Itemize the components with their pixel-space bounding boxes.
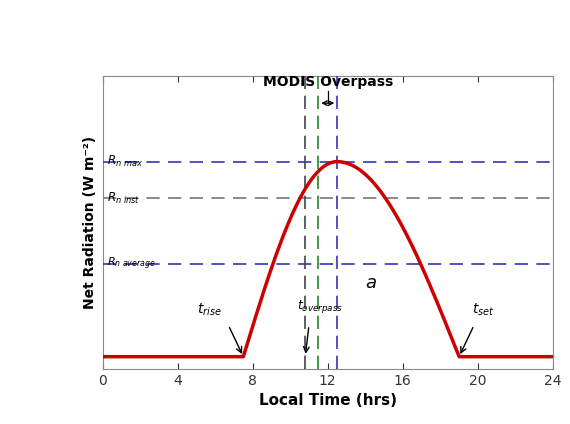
Text: $R_{n\ average}$: $R_{n\ average}$ — [107, 256, 156, 272]
Text: $t_{rise}$: $t_{rise}$ — [197, 301, 222, 318]
Text: $t_{overpass}$: $t_{overpass}$ — [297, 298, 343, 315]
Text: MODIS Overpass: MODIS Overpass — [263, 75, 393, 89]
Text: $t_{set}$: $t_{set}$ — [472, 301, 495, 318]
Text: $R_{n\ max}$: $R_{n\ max}$ — [107, 154, 143, 169]
X-axis label: Local Time (hrs): Local Time (hrs) — [259, 393, 397, 408]
Text: $R_{n\ inst}$: $R_{n\ inst}$ — [107, 191, 140, 206]
Y-axis label: Net Radiation (W m⁻²): Net Radiation (W m⁻²) — [83, 136, 97, 309]
Text: a: a — [365, 274, 376, 293]
